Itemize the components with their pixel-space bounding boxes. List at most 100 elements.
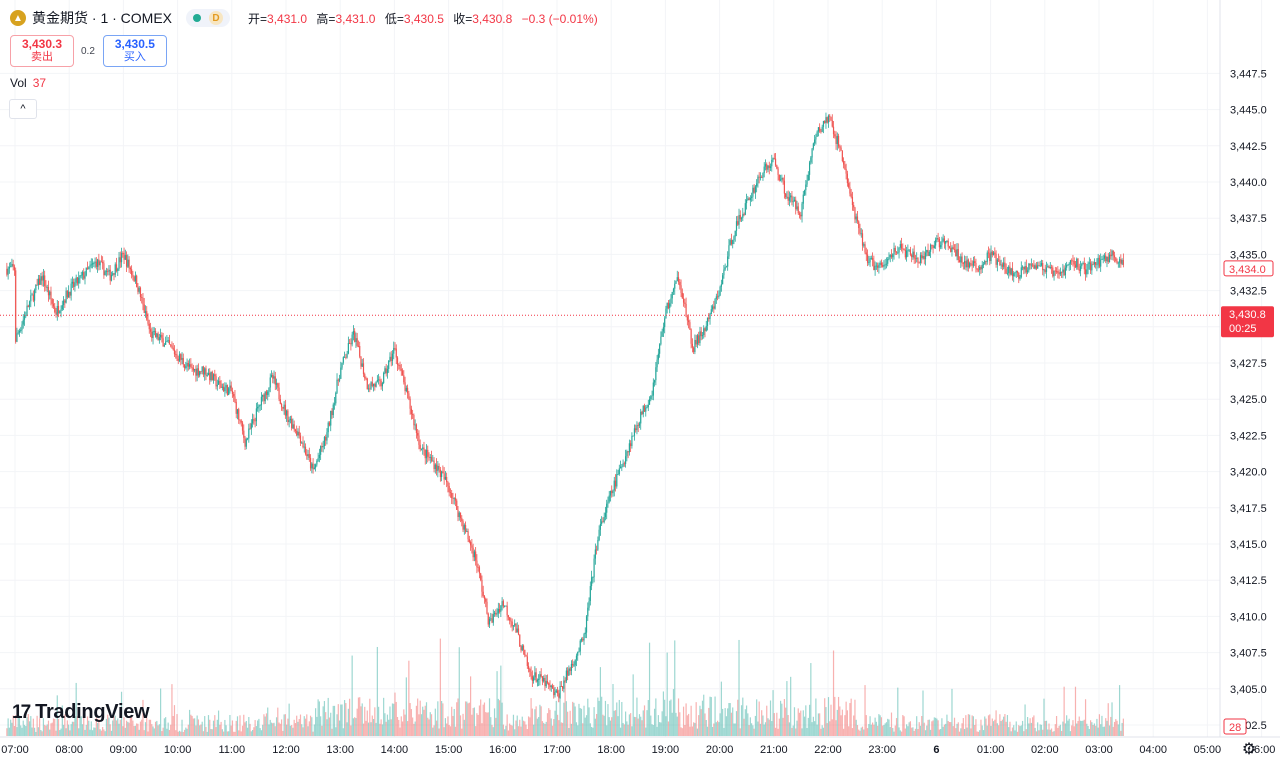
candle-body bbox=[304, 446, 307, 455]
volume-bar bbox=[201, 721, 203, 736]
candle-body bbox=[609, 490, 612, 496]
candle-body bbox=[1001, 264, 1003, 267]
candle-body bbox=[926, 249, 928, 253]
candle-body bbox=[882, 265, 884, 267]
volume-bar bbox=[670, 699, 672, 736]
volume-bar bbox=[922, 690, 924, 736]
volume-bar bbox=[335, 727, 337, 736]
volume-bar bbox=[936, 718, 938, 736]
volume-bar bbox=[729, 703, 731, 736]
volume-bar bbox=[199, 725, 201, 736]
volume-bar bbox=[889, 727, 891, 736]
volume-bar bbox=[1111, 702, 1113, 736]
candle-body bbox=[619, 466, 622, 469]
candle-body bbox=[980, 266, 982, 270]
candle-body bbox=[530, 671, 532, 676]
candle-body bbox=[725, 266, 728, 268]
candle-body bbox=[54, 306, 56, 313]
volume-bar bbox=[26, 717, 28, 736]
volume-bar bbox=[306, 714, 308, 736]
candle-body bbox=[228, 388, 230, 396]
volume-bar bbox=[322, 706, 324, 736]
candle-body bbox=[152, 331, 154, 338]
volume-bar bbox=[878, 714, 880, 736]
candle-body bbox=[772, 158, 774, 160]
volume-bar bbox=[1100, 724, 1102, 736]
candle-body bbox=[362, 363, 365, 375]
candle-body bbox=[1111, 250, 1113, 257]
volume-bar bbox=[234, 731, 236, 736]
volume-bar bbox=[1105, 718, 1107, 736]
volume-bar bbox=[1049, 729, 1051, 736]
volume-bar bbox=[863, 729, 865, 736]
candle-body bbox=[505, 605, 507, 607]
volume-bar bbox=[739, 728, 741, 736]
volume-bar bbox=[642, 710, 644, 736]
candle-body bbox=[962, 263, 964, 264]
gear-icon[interactable]: ⚙ bbox=[1241, 741, 1257, 758]
candle-body bbox=[938, 238, 940, 248]
volume-bar bbox=[13, 726, 16, 736]
candle-body bbox=[171, 345, 173, 348]
candle-body bbox=[929, 244, 932, 252]
volume-bar bbox=[167, 722, 169, 736]
volume-bar bbox=[594, 718, 596, 736]
candle-body bbox=[91, 263, 94, 265]
buy-button[interactable]: 3,430.5 买入 bbox=[102, 35, 167, 67]
candle-body bbox=[438, 465, 440, 470]
candle-body bbox=[754, 186, 756, 193]
candle-body bbox=[343, 356, 346, 358]
volume-bar bbox=[1108, 725, 1111, 736]
volume-bar bbox=[1086, 723, 1088, 736]
volume-bar bbox=[142, 699, 144, 736]
volume-bar bbox=[880, 717, 883, 736]
time-axis[interactable]: 07:00 08:00 09:00 10:00 11:00 12:00 13:00 14:00… bbox=[1, 744, 1275, 756]
candle-body bbox=[423, 447, 425, 450]
candle-body bbox=[1087, 263, 1089, 270]
candle-body bbox=[275, 383, 278, 385]
volume-bar bbox=[781, 703, 783, 736]
candle-body bbox=[131, 269, 133, 275]
candle-body bbox=[699, 331, 701, 344]
candle-body bbox=[512, 625, 515, 627]
volume-bar bbox=[18, 715, 21, 736]
close-value: 3,430.8 bbox=[472, 11, 513, 26]
gold-coin-icon[interactable]: ▲ bbox=[10, 10, 26, 26]
candle-body bbox=[399, 364, 401, 370]
candle-body bbox=[241, 422, 244, 431]
candle-body bbox=[521, 645, 523, 651]
volume-bar bbox=[442, 703, 444, 736]
candle-body bbox=[8, 266, 10, 269]
volume-bar bbox=[1078, 716, 1080, 736]
symbol-title[interactable]: 黄金期货 · 1 · COMEX bbox=[32, 10, 173, 26]
volume-bar bbox=[244, 722, 246, 736]
candle-body bbox=[175, 354, 177, 356]
market-status-pill[interactable]: D bbox=[186, 9, 231, 27]
volume-bar bbox=[703, 694, 705, 736]
candle-body bbox=[1105, 255, 1107, 262]
volume-bar bbox=[401, 721, 404, 736]
collapse-legend-button[interactable]: ^ bbox=[9, 99, 37, 119]
candle-body bbox=[340, 367, 342, 379]
tradingview-logo[interactable]: 17 TradingView bbox=[12, 701, 150, 724]
candle-body bbox=[235, 401, 237, 414]
volume-bar bbox=[611, 717, 613, 736]
candle-body bbox=[55, 312, 57, 315]
volume-bar bbox=[176, 714, 178, 736]
candle-body bbox=[408, 393, 410, 399]
volume-bar bbox=[50, 723, 52, 736]
volume-bar bbox=[875, 721, 877, 736]
volume-bar bbox=[834, 696, 836, 736]
sell-button[interactable]: 3,430.3 卖出 bbox=[10, 35, 74, 67]
volume-bar bbox=[10, 719, 12, 736]
candle-body bbox=[868, 262, 870, 264]
volume-bar bbox=[498, 700, 501, 736]
candle-body bbox=[1079, 266, 1082, 271]
volume-bar bbox=[796, 720, 798, 736]
volume-bar bbox=[406, 721, 409, 736]
volume-bar bbox=[254, 720, 256, 736]
candle-body bbox=[486, 601, 488, 614]
volume-legend[interactable]: Vol 37 bbox=[10, 76, 46, 90]
volume-bar bbox=[893, 731, 895, 736]
